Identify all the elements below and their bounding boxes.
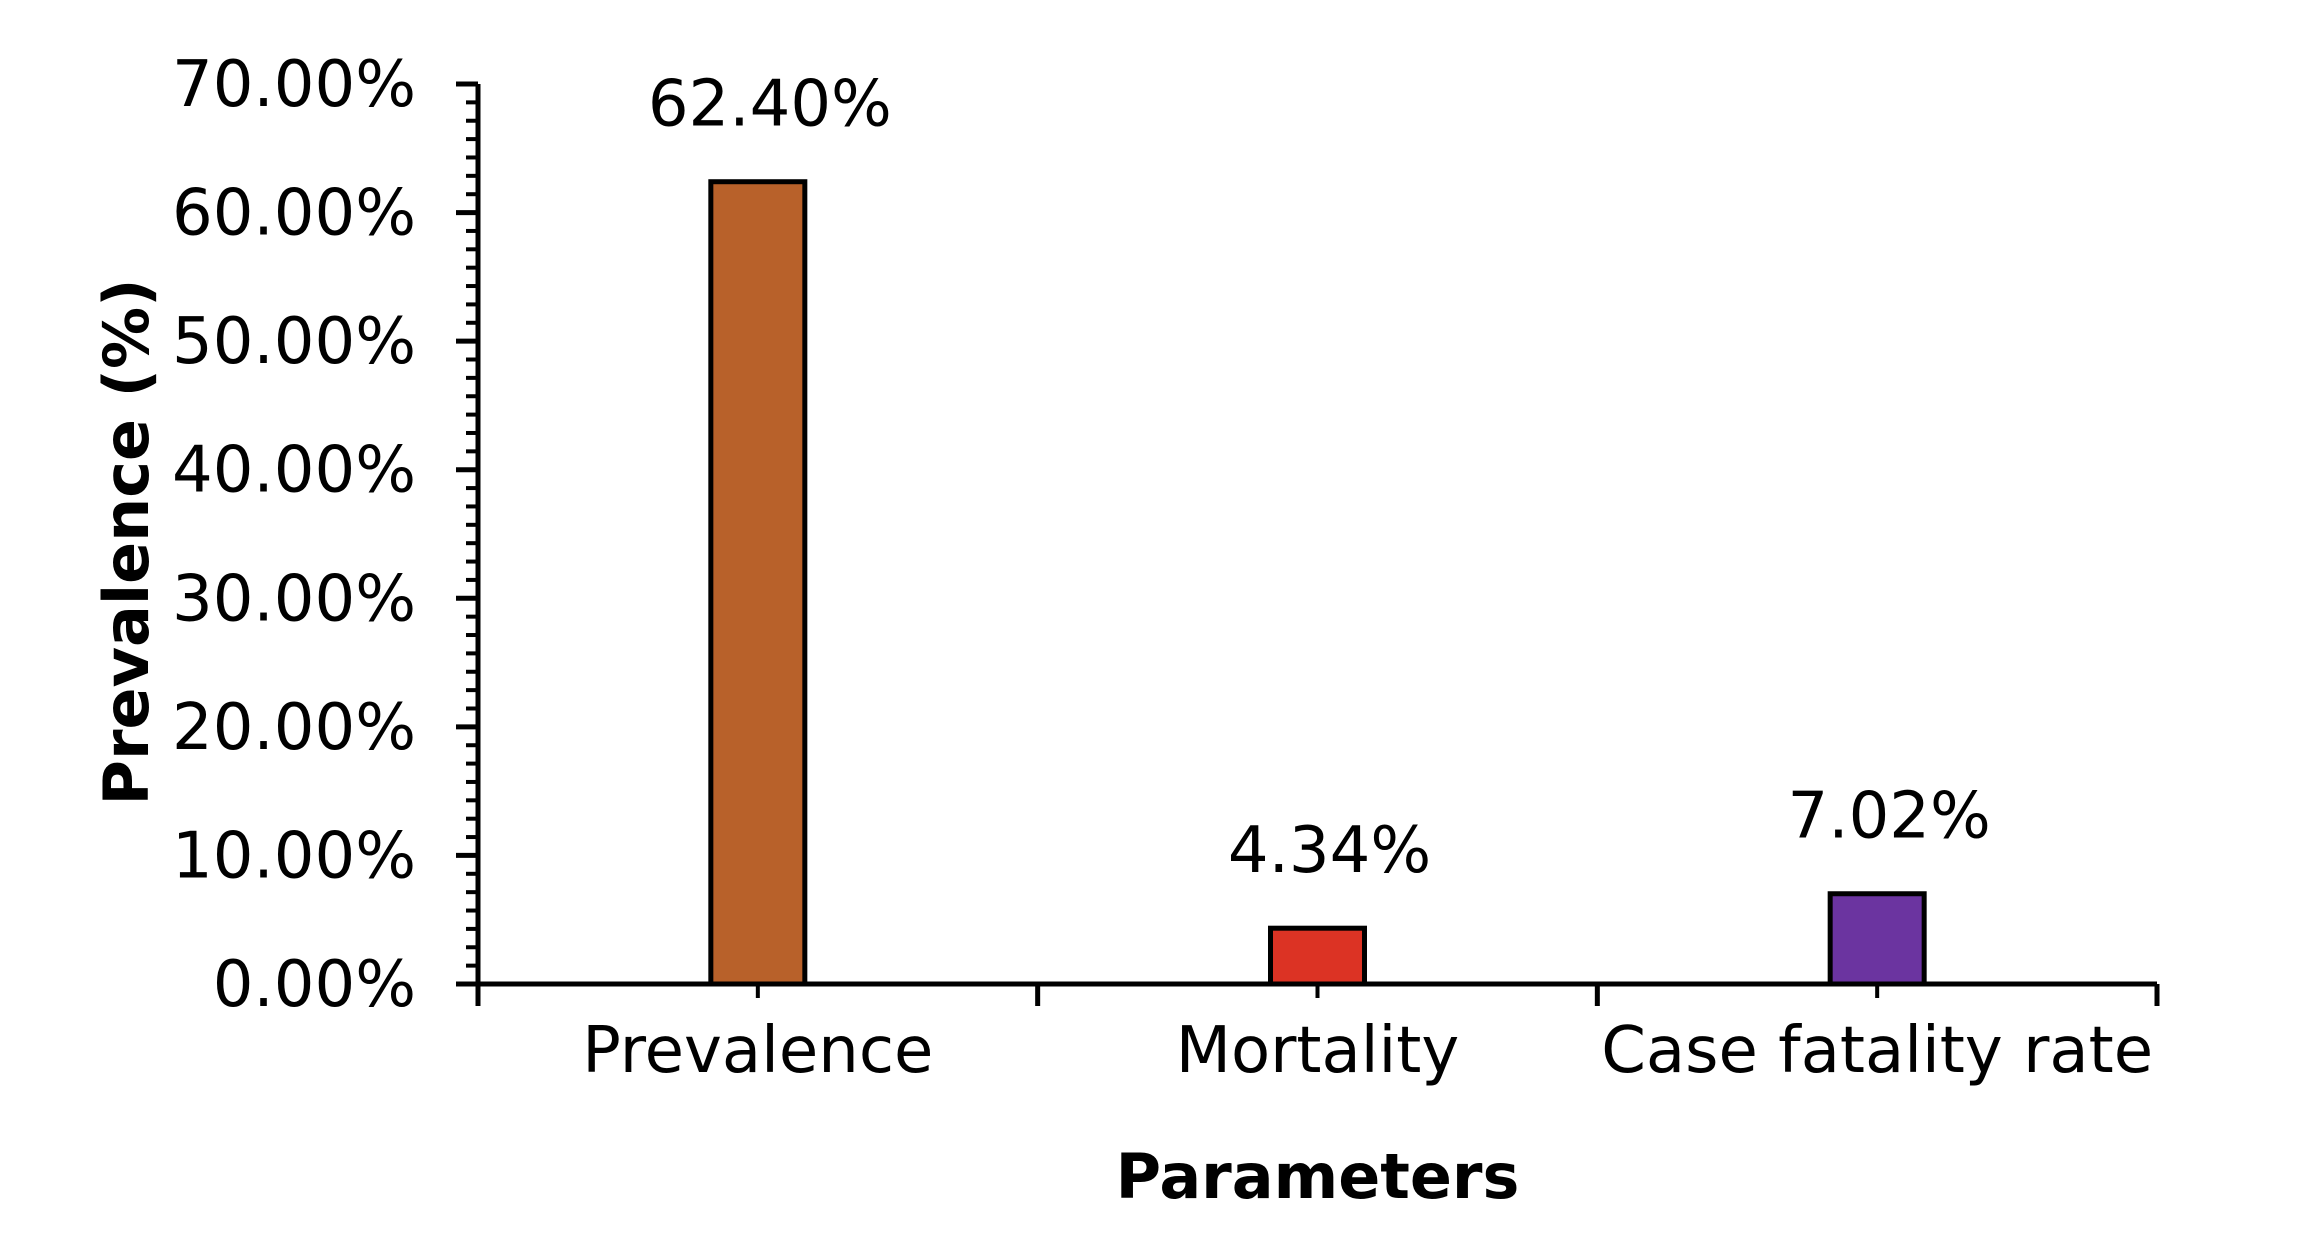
y-tick-label: 70.00% xyxy=(172,48,416,122)
axes xyxy=(475,84,2157,987)
x-axis-ticks: Prevalence Mortality Case fatality rate xyxy=(475,984,2160,1088)
bar-case-fatality-rate xyxy=(1827,891,1927,987)
y-tick-label: 40.00% xyxy=(172,434,416,508)
y-axis-title: Prevalence (%) xyxy=(90,279,163,806)
data-label: 7.02% xyxy=(1788,780,1991,854)
data-label: 62.40% xyxy=(648,68,892,142)
y-tick-label: 50.00% xyxy=(172,305,416,379)
y-tick-label: 60.00% xyxy=(172,177,416,251)
x-tick-label: Case fatality rate xyxy=(1601,1014,2153,1088)
bar-prevalence xyxy=(708,179,808,987)
data-label: 4.34% xyxy=(1228,814,1431,888)
y-axis-ticks: 0.00% 10.00% 20.00% 30.00% 40.00% 50.00% 60.00… xyxy=(172,48,478,1022)
bar-mortality xyxy=(1268,925,1367,987)
y-tick-label: 10.00% xyxy=(172,819,416,893)
x-tick-label: Prevalence xyxy=(582,1014,933,1088)
y-tick-label: 0.00% xyxy=(213,948,416,1022)
x-axis-title: Parameters xyxy=(1116,1140,1520,1213)
bars xyxy=(708,179,1927,987)
x-tick-label: Mortality xyxy=(1176,1014,1460,1088)
data-labels: 62.40% 4.34% 7.02% xyxy=(648,68,1991,888)
y-tick-label: 30.00% xyxy=(172,562,416,636)
y-tick-label: 20.00% xyxy=(172,691,416,765)
